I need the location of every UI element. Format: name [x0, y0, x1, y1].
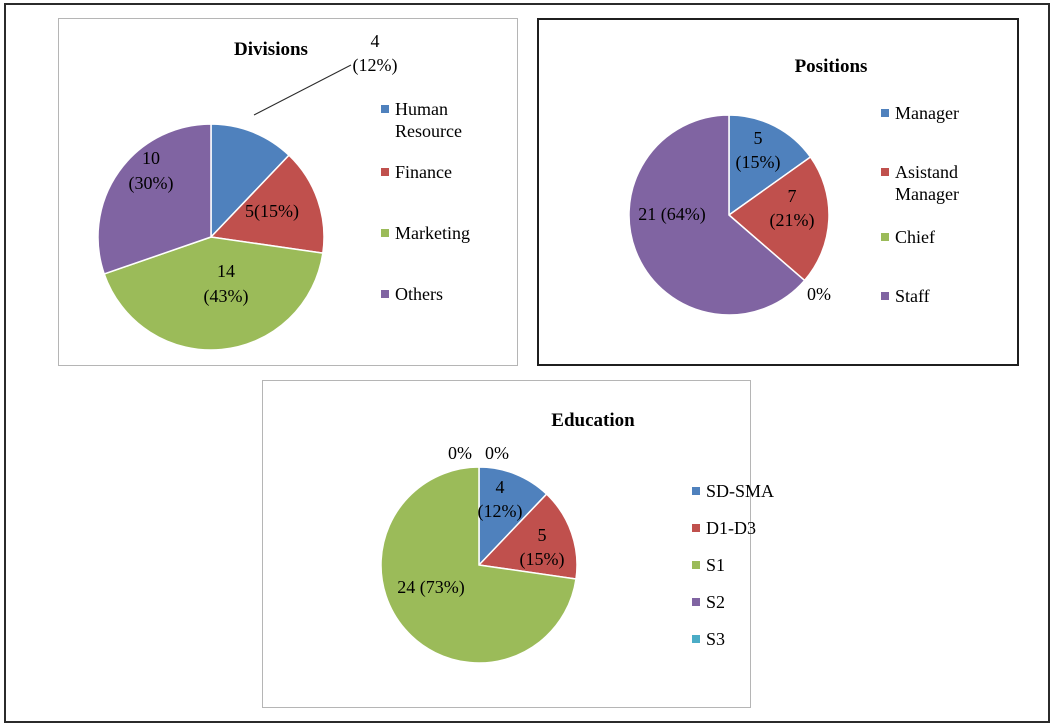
data-label-others-count: 10: [142, 148, 160, 168]
data-label-others-pct: (30%): [129, 173, 174, 194]
legend-swatch-chief: [881, 233, 889, 241]
legend-label-marketing: Marketing: [395, 223, 470, 243]
legend-label-asistand-manager: Asistand Manager: [895, 162, 959, 204]
pie-slice-sd-sma: [478, 466, 548, 567]
data-label-d1-d3-count: 5: [538, 525, 547, 545]
education-chart: Education 0% 0% 4 (12%) 5 (15%) 24 (73%)…: [380, 410, 774, 664]
divisions-chart: Divisions 4 (12%) 5(15%) 14 (43%) 10 (30…: [97, 31, 470, 351]
data-label-staff: 21 (64%): [638, 204, 705, 225]
pie-slice-finance: [209, 154, 325, 254]
legend-label-s1: S1: [706, 555, 725, 575]
data-label-d1-d3-pct: (15%): [520, 549, 565, 570]
data-label-asistand-manager-count: 7: [788, 186, 797, 206]
legend-label-human-resource: Human Resource: [395, 99, 462, 141]
data-label-asistand-manager-pct: (21%): [770, 210, 815, 231]
data-label-manager-count: 5: [754, 128, 763, 148]
legend-label-d1-d3: D1-D3: [706, 518, 756, 538]
legend-swatch-s2: [692, 598, 700, 606]
chart-title: Divisions: [234, 39, 308, 60]
legend-label-chief: Chief: [895, 227, 935, 247]
pie-slice-s1: [380, 466, 577, 664]
data-label-human-resource-count: 4: [371, 31, 380, 51]
pie-slice-staff: [628, 114, 806, 316]
positions-chart-panel: Positions 5 (15%) 7 (21%) 0% 21 (64%) Ma…: [537, 18, 1019, 366]
legend-swatch-sd-sma: [692, 487, 700, 495]
figure-frame: [4, 3, 1050, 723]
legend-swatch-staff: [881, 292, 889, 300]
data-label-human-resource-pct: (12%): [353, 55, 398, 76]
legend-swatch-asistand-manager: [881, 168, 889, 176]
legend-swatch-s1: [692, 561, 700, 569]
data-label-s2: 0%: [448, 443, 472, 463]
legend-label-manager: Manager: [895, 103, 959, 123]
positions-chart: Positions 5 (15%) 7 (21%) 0% 21 (64%) Ma…: [628, 56, 959, 316]
data-label-sd-sma-count: 4: [496, 477, 505, 497]
legend-label-s2: S2: [706, 592, 725, 612]
data-label-marketing-pct: (43%): [204, 286, 249, 307]
legend-swatch-finance: [381, 168, 389, 176]
data-label-s3: 0%: [485, 443, 509, 463]
data-label-marketing-count: 14: [217, 261, 235, 281]
data-label-chief: 0%: [807, 284, 831, 304]
education-chart-panel: Education 0% 0% 4 (12%) 5 (15%) 24 (73%)…: [262, 380, 774, 708]
chart-title: Education: [551, 410, 635, 431]
legend-swatch-manager: [881, 109, 889, 117]
legend-swatch-s3: [692, 635, 700, 643]
leader-line: [253, 64, 352, 116]
pie-slice-human-resource: [210, 123, 291, 239]
legend-label-finance: Finance: [395, 162, 452, 182]
pie-slice-asistand-manager: [727, 155, 830, 282]
pie-slice-manager: [728, 114, 812, 217]
pie-slice-others: [97, 123, 212, 275]
legend-label-s3: S3: [706, 629, 725, 649]
divisions-chart-panel: Divisions 4 (12%) 5(15%) 14 (43%) 10 (30…: [58, 18, 518, 366]
legend-swatch-d1-d3: [692, 524, 700, 532]
legend-swatch-human-resource: [381, 105, 389, 113]
legend-label-sd-sma: SD-SMA: [706, 481, 774, 501]
pie-slice-marketing: [103, 236, 324, 351]
data-label-s1: 24 (73%): [397, 577, 464, 598]
legend-label-others: Others: [395, 284, 443, 304]
pie-slice-d1-d3: [477, 493, 578, 580]
legend-swatch-marketing: [381, 229, 389, 237]
data-label-sd-sma-pct: (12%): [478, 501, 523, 522]
legend-swatch-others: [381, 290, 389, 298]
legend-label-staff: Staff: [895, 286, 930, 306]
data-label-manager-pct: (15%): [736, 152, 781, 173]
data-label-finance: 5(15%): [245, 201, 299, 222]
chart-title: Positions: [795, 56, 868, 77]
